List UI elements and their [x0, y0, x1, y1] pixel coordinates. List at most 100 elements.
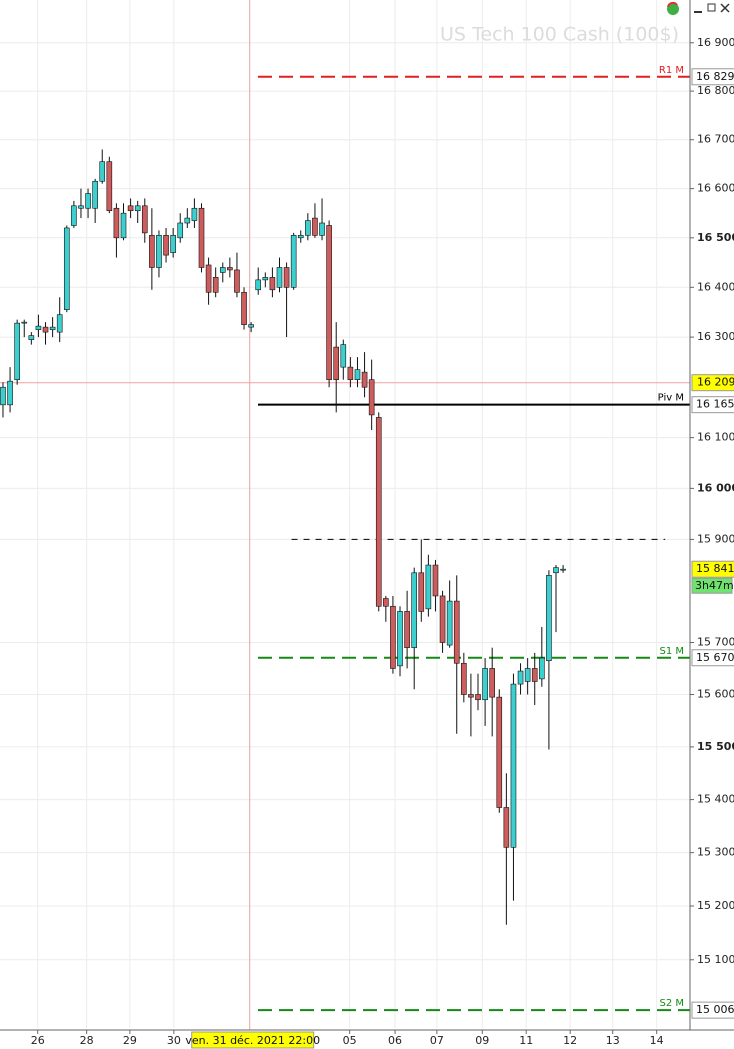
- candle-body: [439, 595, 446, 643]
- refresh-icon[interactable]: [667, 3, 679, 15]
- x-tick-label: 12: [563, 1034, 577, 1047]
- candle-body: [539, 657, 545, 680]
- y-tick-label: 15 900: [697, 532, 734, 545]
- candle-body: [283, 267, 290, 288]
- level-name: S1 M: [659, 646, 684, 657]
- level-label: 16 829,6: [696, 70, 734, 83]
- level-name: R1 M: [659, 65, 684, 76]
- candle-body: [255, 279, 262, 291]
- y-tick-label: 16 900: [697, 36, 734, 49]
- y-tick-label: 15 300: [697, 846, 734, 859]
- candle-body: [0, 386, 6, 406]
- y-tick-label: 16 500: [697, 231, 734, 244]
- candle-body: [425, 564, 432, 610]
- candle-body: [475, 694, 481, 701]
- candle-body: [127, 205, 134, 212]
- candle-body: [397, 611, 403, 667]
- marks: [0, 75, 690, 1012]
- x-tick-label: 28: [80, 1034, 94, 1047]
- y-tick-label: 15 500: [697, 740, 734, 753]
- candle-body: [383, 598, 389, 607]
- crosshair-y-box: [691, 374, 734, 392]
- close-button[interactable]: [720, 3, 730, 13]
- candle-body: [340, 344, 347, 368]
- candle-body: [85, 193, 91, 209]
- y-tick-label: 15 600: [697, 688, 734, 701]
- candle-body: [432, 564, 439, 597]
- candle-body: [390, 605, 396, 669]
- candle-body: [63, 227, 70, 310]
- x-tick-label: 07: [430, 1034, 444, 1047]
- candle-body: [319, 222, 325, 236]
- candle-body: [531, 668, 538, 682]
- candle-body: [269, 277, 276, 291]
- level-box: [691, 396, 734, 414]
- candle-body: [347, 366, 354, 380]
- y-tick-label: 15 100: [697, 953, 734, 966]
- candle-body: [99, 161, 106, 182]
- candle-body: [446, 600, 453, 646]
- x-tick-label: 05: [343, 1034, 357, 1047]
- candle-body: [482, 668, 488, 701]
- window-icons: [667, 1, 730, 15]
- candle-body: [517, 670, 524, 685]
- candle-body: [156, 235, 162, 268]
- candle-body: [326, 225, 332, 380]
- y-tick-label: 16 600: [697, 182, 734, 195]
- candle-body: [404, 611, 410, 648]
- candle-body: [560, 568, 566, 571]
- candle-body: [312, 217, 318, 236]
- candle-body: [92, 180, 98, 209]
- crosshair-y-label: 16 209: [697, 376, 734, 389]
- x-tick-label: 30: [167, 1034, 181, 1047]
- y-tick-label: 15 200: [697, 899, 734, 912]
- candle-body: [489, 668, 495, 698]
- candle-body: [461, 662, 467, 695]
- level-name: Piv M: [658, 393, 684, 404]
- candle-body: [333, 346, 340, 380]
- level-label: 15 670,6: [696, 651, 734, 664]
- candle-body: [503, 807, 510, 848]
- candle-body: [510, 683, 517, 848]
- candle-body: [21, 321, 28, 324]
- refresh-arrow: [667, 1, 678, 8]
- candle-body: [496, 696, 503, 808]
- candle-body: [305, 220, 311, 236]
- candle-body: [205, 264, 212, 293]
- chart-title: US Tech 100 Cash (100$): [440, 24, 679, 46]
- restore-button[interactable]: [707, 3, 716, 12]
- candle-body: [7, 380, 13, 406]
- level-box: [691, 1001, 734, 1019]
- y-tick-label: 16 800: [697, 84, 734, 97]
- candle-body: [184, 217, 191, 224]
- x-tick-label: 29: [123, 1034, 137, 1047]
- candle-body: [375, 417, 382, 607]
- level-label: 16 165,3: [696, 398, 734, 411]
- candle-body: [262, 277, 269, 281]
- candle-body: [56, 314, 63, 333]
- candle-body: [120, 212, 127, 239]
- candle-body: [78, 205, 84, 209]
- candle-body: [241, 291, 247, 325]
- candle-body: [361, 371, 368, 388]
- grid: [0, 0, 690, 1030]
- candle-body: [14, 322, 20, 380]
- x-tick-label: 11: [519, 1034, 533, 1047]
- x-tick-label: 13: [606, 1034, 620, 1047]
- candle-body: [248, 324, 254, 328]
- candle-body: [191, 207, 198, 221]
- x-tick-label: 14: [650, 1034, 664, 1047]
- level-name: S2 M: [659, 998, 684, 1009]
- candle-body: [290, 235, 297, 288]
- x-tick-label: 09: [475, 1034, 489, 1047]
- y-tick-label: 16 100: [697, 431, 734, 444]
- candle-body: [553, 567, 559, 574]
- candle-body: [177, 222, 184, 239]
- crosshair-x-label: ven. 31 déc. 2021 22:00: [185, 1034, 320, 1047]
- candle-body: [219, 267, 226, 273]
- crosshair-x-box: [191, 1031, 315, 1049]
- candle-body: [368, 379, 375, 416]
- y-tick-label: 16 000: [697, 481, 734, 494]
